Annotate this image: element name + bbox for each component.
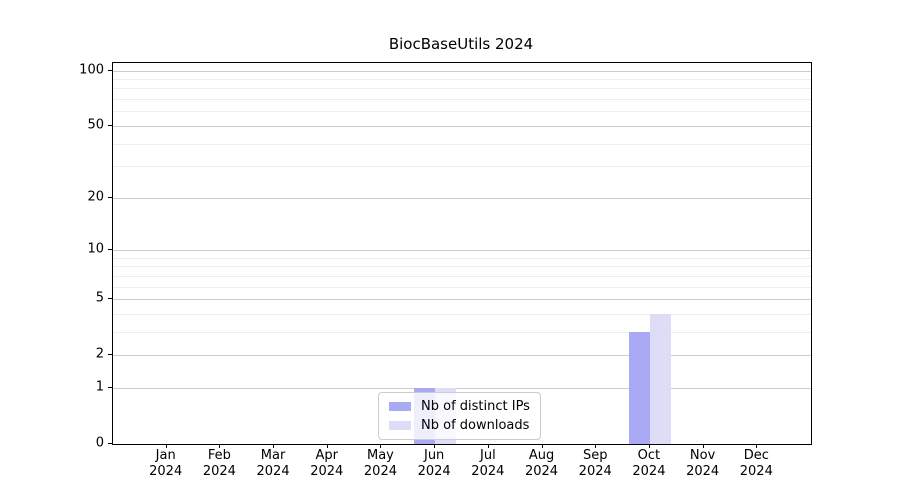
- x-tick-mark: [273, 444, 275, 448]
- y-tick-mark: [108, 196, 112, 198]
- legend-item-downloads: Nb of downloads: [389, 418, 530, 433]
- x-tick-mark: [219, 444, 221, 448]
- y-tick-mark: [108, 249, 112, 250]
- x-tick-label: May 2024: [363, 448, 397, 479]
- x-tick-label: Dec 2024: [739, 448, 773, 479]
- x-tick-mark: [595, 444, 597, 448]
- x-tick-mark: [434, 444, 436, 448]
- distinct-ips-swatch: [389, 402, 411, 411]
- y-tick-label: 50: [87, 117, 104, 133]
- minor-gridline: [113, 286, 811, 288]
- bar-distinct-ips: [628, 331, 650, 444]
- major-gridline: [113, 387, 811, 389]
- y-tick-mark: [108, 298, 112, 300]
- y-tick-mark: [108, 124, 112, 126]
- x-tick-label: Oct 2024: [632, 448, 666, 479]
- minor-gridline: [113, 331, 811, 333]
- minor-gridline: [113, 313, 811, 315]
- downloads-swatch: [389, 421, 411, 430]
- x-tick-mark: [702, 444, 704, 448]
- y-tick-label: 100: [79, 62, 104, 78]
- y-tick-mark: [108, 354, 112, 356]
- minor-gridline: [113, 99, 811, 101]
- minor-gridline: [113, 143, 811, 145]
- x-tick-mark: [541, 444, 543, 448]
- chart-title: BiocBaseUtils 2024: [388, 35, 534, 53]
- minor-gridline: [113, 166, 811, 168]
- x-tick-mark: [648, 444, 650, 448]
- legend-label-downloads: Nb of downloads: [421, 418, 530, 433]
- x-tick-mark: [380, 444, 382, 448]
- legend-item-distinct-ips: Nb of distinct IPs: [389, 399, 530, 414]
- major-gridline: [113, 250, 811, 251]
- x-tick-mark: [326, 444, 328, 448]
- y-tick-label: 5: [95, 290, 104, 306]
- x-tick-mark: [165, 444, 167, 448]
- x-tick-label: Mar 2024: [256, 448, 290, 479]
- minor-gridline: [113, 257, 811, 259]
- y-tick-mark: [108, 69, 112, 71]
- y-tick-label: 1: [95, 379, 104, 395]
- x-tick-label: Jul 2024: [471, 448, 505, 479]
- x-tick-label: Aug 2024: [524, 448, 559, 479]
- x-tick-label: Apr 2024: [310, 448, 344, 479]
- major-gridline: [113, 299, 811, 301]
- major-gridline: [113, 125, 811, 127]
- minor-gridline: [113, 79, 811, 81]
- y-tick-label: 2: [95, 346, 104, 362]
- major-gridline: [113, 355, 811, 357]
- y-tick-label: 20: [87, 189, 104, 205]
- x-tick-mark: [756, 444, 758, 448]
- legend: Nb of distinct IPs Nb of downloads: [378, 392, 541, 440]
- y-tick-label: 10: [87, 241, 104, 257]
- bar-downloads: [649, 313, 671, 444]
- minor-gridline: [113, 275, 811, 277]
- x-tick-label: Feb 2024: [202, 448, 236, 479]
- y-tick-label: 0: [95, 435, 104, 451]
- plot-area: [112, 62, 812, 445]
- x-tick-label: Sep 2024: [578, 448, 612, 479]
- x-tick-mark: [487, 444, 489, 448]
- minor-gridline: [113, 111, 811, 113]
- legend-label-distinct-ips: Nb of distinct IPs: [421, 399, 530, 414]
- x-tick-label: Jan 2024: [149, 448, 183, 479]
- y-tick-mark: [108, 386, 112, 388]
- major-gridline: [113, 70, 811, 72]
- major-gridline: [113, 197, 811, 199]
- y-tick-mark: [108, 443, 112, 444]
- minor-gridline: [113, 88, 811, 90]
- x-tick-label: Jun 2024: [417, 448, 451, 479]
- minor-gridline: [113, 266, 811, 268]
- x-tick-label: Nov 2024: [686, 448, 720, 479]
